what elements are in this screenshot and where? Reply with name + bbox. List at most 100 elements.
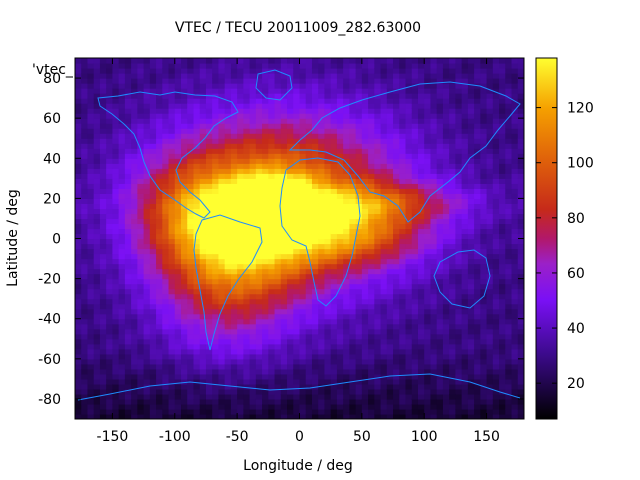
heatmap-cell — [436, 88, 444, 94]
heatmap-cell — [205, 313, 213, 320]
heatmap-cell — [343, 273, 350, 280]
heatmap-cell — [374, 163, 382, 169]
heatmap-cell — [449, 68, 457, 74]
heatmap-cell — [205, 398, 213, 405]
heatmap-cell — [237, 388, 244, 395]
heatmap-cell — [424, 158, 432, 164]
heatmap-cell — [442, 148, 450, 154]
heatmap-cell — [330, 163, 338, 169]
heatmap-cell — [299, 133, 307, 139]
heatmap-cell — [262, 183, 269, 189]
heatmap-cell — [75, 293, 82, 300]
heatmap-cell — [492, 333, 500, 340]
heatmap-cell — [374, 278, 382, 285]
heatmap-cell — [193, 343, 201, 350]
heatmap-cell — [81, 288, 89, 295]
heatmap-cell — [262, 408, 269, 415]
heatmap-cell — [499, 373, 506, 380]
heatmap-cell — [174, 333, 182, 340]
heatmap-cell — [417, 323, 425, 330]
heatmap-cell — [311, 233, 319, 240]
heatmap-cell — [118, 148, 126, 154]
heatmap-cell — [393, 143, 400, 149]
heatmap-cell — [405, 138, 413, 144]
heatmap-cell — [287, 253, 294, 260]
heatmap-cell — [405, 248, 413, 255]
heatmap-cell — [380, 263, 388, 270]
heatmap-cell — [93, 73, 101, 79]
heatmap-cell — [305, 73, 313, 79]
heatmap-cell — [262, 298, 269, 305]
heatmap-cell — [93, 378, 101, 385]
heatmap-cell — [268, 63, 276, 69]
heatmap-cell — [349, 383, 357, 390]
heatmap-cell — [131, 393, 138, 400]
heatmap-cell — [361, 393, 369, 400]
heatmap-cell — [467, 173, 475, 179]
heatmap-cell — [355, 308, 363, 315]
heatmap-cell — [156, 138, 163, 144]
heatmap-cell — [399, 208, 407, 215]
heatmap-cell — [399, 378, 407, 385]
heatmap-cell — [143, 233, 151, 240]
heatmap-cell — [212, 78, 220, 84]
heatmap-cell — [361, 283, 369, 290]
heatmap-cell — [75, 228, 82, 235]
heatmap-cell — [156, 123, 163, 129]
heatmap-cell — [249, 353, 257, 360]
heatmap-cell — [87, 333, 95, 340]
heatmap-cell — [368, 308, 375, 315]
heatmap-cell — [280, 98, 288, 104]
heatmap-cell — [324, 353, 332, 360]
heatmap-cell — [168, 238, 176, 245]
heatmap-cell — [417, 243, 425, 250]
heatmap-cell — [106, 98, 114, 104]
heatmap-cell — [349, 103, 357, 109]
heatmap-cell — [274, 63, 282, 69]
heatmap-cell — [399, 308, 407, 315]
heatmap-cell — [499, 313, 506, 320]
heatmap-cell — [287, 403, 294, 410]
heatmap-cell — [455, 128, 463, 134]
heatmap-cell — [436, 318, 444, 325]
heatmap-cell — [374, 108, 382, 114]
heatmap-cell — [187, 128, 195, 134]
heatmap-cell — [324, 58, 332, 64]
heatmap-cell — [287, 393, 294, 400]
heatmap-cell — [75, 343, 82, 350]
heatmap-cell — [205, 233, 213, 240]
heatmap-cell — [368, 88, 375, 94]
heatmap-cell — [262, 123, 269, 129]
heatmap-cell — [212, 323, 220, 330]
heatmap-cell — [411, 253, 419, 260]
heatmap-cell — [368, 133, 375, 139]
heatmap-cell — [137, 388, 145, 395]
heatmap-cell — [218, 148, 226, 154]
heatmap-cell — [368, 413, 375, 419]
heatmap-cell — [305, 398, 313, 405]
heatmap-cell — [237, 228, 244, 235]
heatmap-cell — [492, 348, 500, 355]
heatmap-cell — [181, 198, 188, 204]
heatmap-cell — [181, 188, 188, 194]
heatmap-cell — [492, 243, 500, 250]
heatmap-cell — [336, 73, 344, 79]
heatmap-cell — [280, 233, 288, 240]
heatmap-cell — [230, 368, 238, 375]
heatmap-cell — [237, 393, 244, 400]
heatmap-cell — [193, 313, 201, 320]
heatmap-cell — [299, 273, 307, 280]
heatmap-cell — [424, 273, 432, 280]
heatmap-cell — [305, 258, 313, 265]
heatmap-cell — [349, 298, 357, 305]
heatmap-cell — [218, 408, 226, 415]
heatmap-cell — [174, 298, 182, 305]
heatmap-cell — [262, 88, 269, 94]
heatmap-cell — [181, 218, 188, 225]
heatmap-cell — [461, 178, 469, 184]
heatmap-cell — [243, 278, 251, 285]
heatmap-cell — [237, 328, 244, 335]
heatmap-cell — [455, 123, 463, 129]
heatmap-cell — [268, 183, 276, 189]
heatmap-cell — [336, 98, 344, 104]
